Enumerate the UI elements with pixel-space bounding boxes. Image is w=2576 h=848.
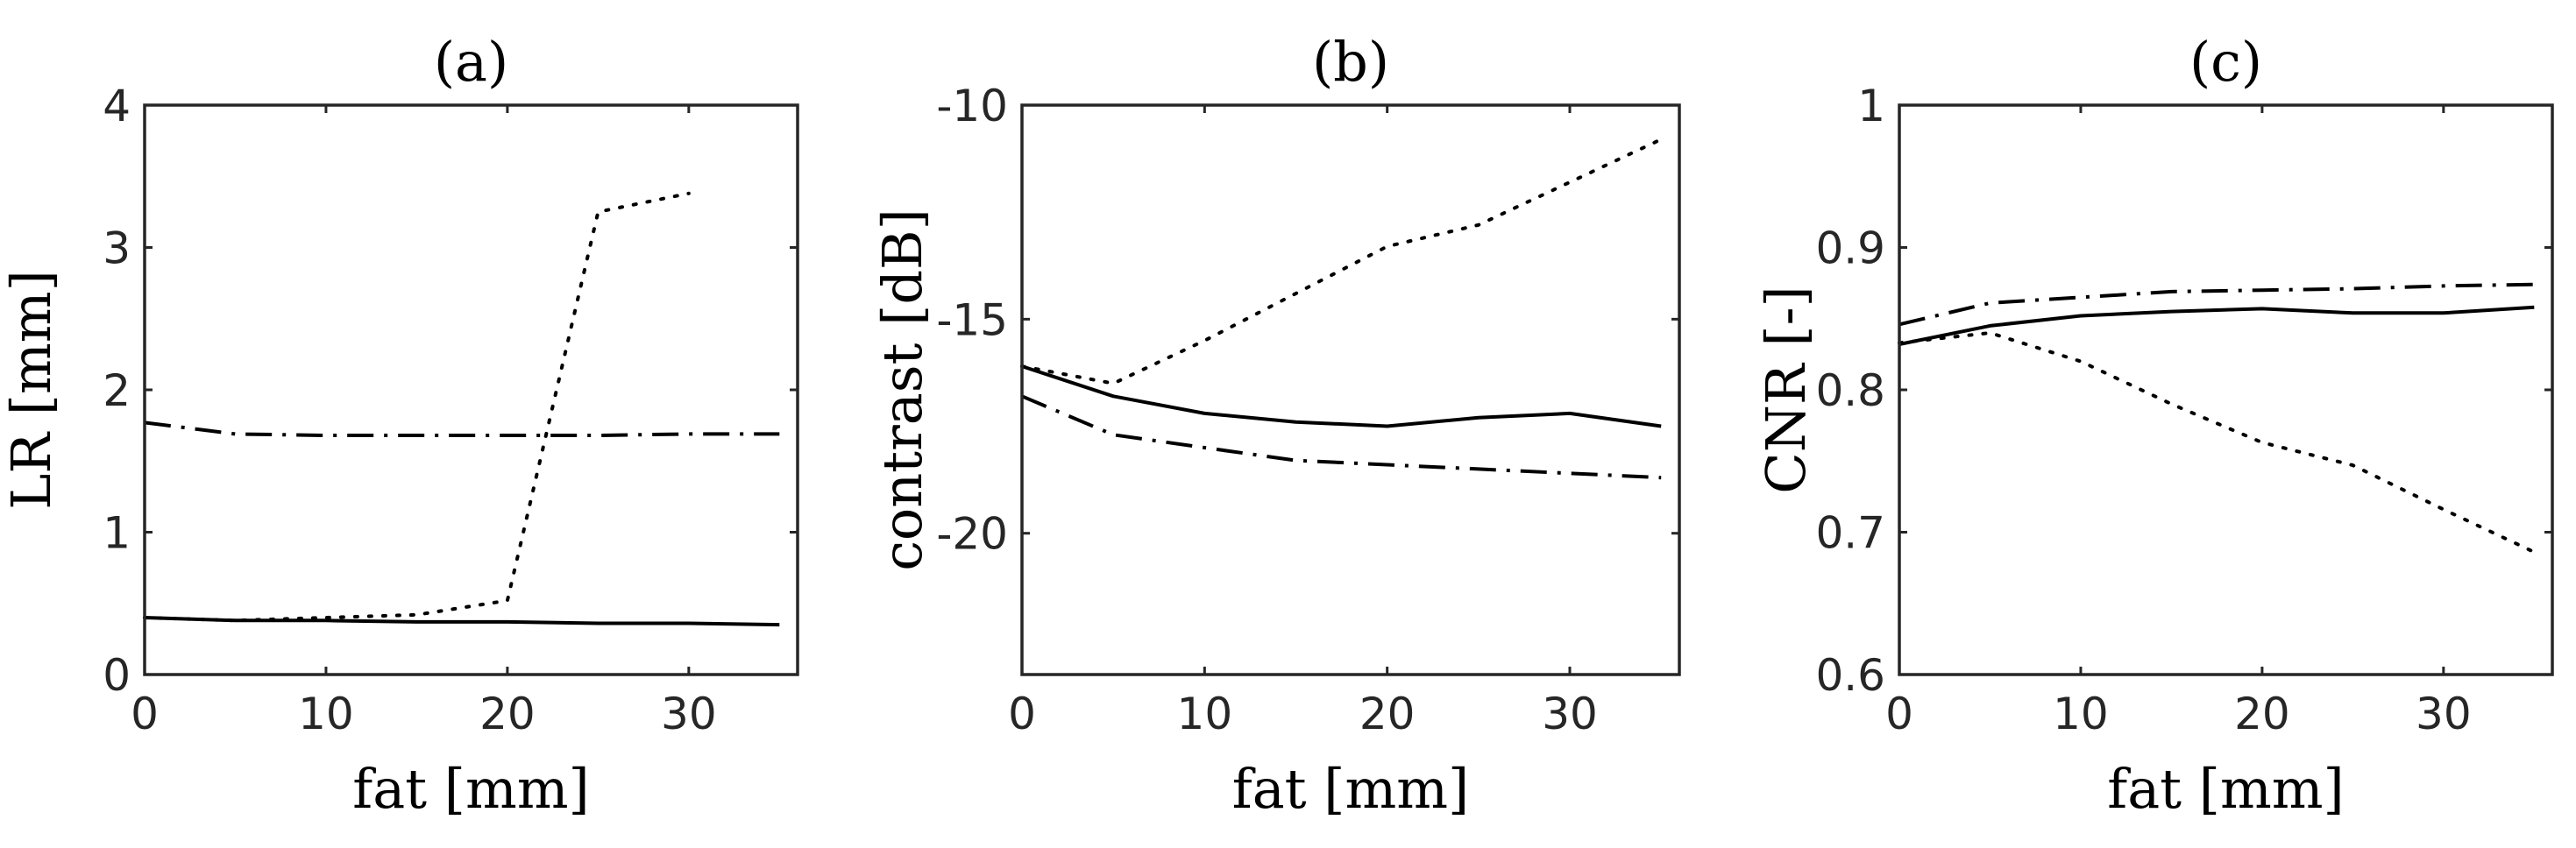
y-tick-label-a: 0 xyxy=(103,650,131,701)
y-tick-label-b: -15 xyxy=(936,294,1008,345)
y-tick-label-c: 0.7 xyxy=(1815,508,1885,559)
panel-title-a: (a) xyxy=(434,30,508,94)
x-tick-label-c: 20 xyxy=(2234,689,2290,739)
series-line-a-dash-dot xyxy=(144,420,780,437)
series-line-b-solid xyxy=(1021,364,1662,428)
y-axis-label-a: LR [mm] xyxy=(0,270,63,510)
panel-b: 0 10 20 30 -20 -15 -10 (b) fat [mm] contrast [dB] xyxy=(870,30,1681,821)
y-tick-label-a: 1 xyxy=(103,508,131,559)
x-tick-label-b: 0 xyxy=(1008,689,1036,739)
x-tick-label-a: 30 xyxy=(661,689,717,739)
y-tick-label-a: 2 xyxy=(103,365,131,416)
y-tick-label-b: -20 xyxy=(936,509,1008,560)
series-line-b-dash-dot xyxy=(1021,394,1662,480)
x-tick-label-a: 10 xyxy=(298,689,354,739)
x-tick-label-b: 20 xyxy=(1359,689,1416,739)
series-line-c-dash-dot xyxy=(1898,282,2535,327)
panel-a: 0 10 20 30 0 1 2 3 4 (a) fat [mm] LR [mm] xyxy=(0,30,799,821)
panel-c: 0 10 20 30 0.6 0.7 0.8 0.9 1 (c) fat [mm] CNR [-] xyxy=(1754,30,2554,821)
plot-frame-a xyxy=(143,103,799,676)
x-tick-label-a: 0 xyxy=(131,689,159,739)
y-tick-label-a: 3 xyxy=(103,223,131,274)
plot-frame-c xyxy=(1898,103,2554,676)
x-tick-label-c: 10 xyxy=(2053,689,2109,739)
x-tick-label-c: 0 xyxy=(1885,689,1913,739)
series-line-c-solid xyxy=(1898,305,2535,346)
x-axis-label-c: fat [mm] xyxy=(2107,757,2345,821)
y-tick-label-c: 0.6 xyxy=(1815,650,1885,701)
panel-title-c: (c) xyxy=(2189,30,2262,94)
y-tick-label-c: 1 xyxy=(1857,81,1885,131)
y-axis-label-b: contrast [dB] xyxy=(870,208,934,571)
x-tick-label-c: 30 xyxy=(2416,689,2472,739)
x-tick-label-b: 10 xyxy=(1177,689,1233,739)
y-tick-label-c: 0.8 xyxy=(1815,365,1885,416)
x-tick-label-a: 20 xyxy=(479,689,536,739)
y-axis-label-c: CNR [-] xyxy=(1754,286,1818,493)
y-tick-label-b: -10 xyxy=(936,81,1008,131)
series-line-a-dotted xyxy=(143,191,691,623)
panel-title-b: (b) xyxy=(1312,30,1389,94)
y-tick-label-c: 0.9 xyxy=(1815,223,1885,274)
x-axis-label-a: fat [mm] xyxy=(352,757,590,821)
x-axis-label-b: fat [mm] xyxy=(1232,757,1470,821)
series-line-c-dotted xyxy=(1898,331,2537,555)
series-line-a-solid xyxy=(144,616,780,627)
y-tick-label-a: 4 xyxy=(103,81,131,131)
x-tick-label-b: 30 xyxy=(1542,689,1598,739)
plot-frame-b xyxy=(1020,103,1681,676)
series-line-b-dotted xyxy=(1020,138,1664,385)
